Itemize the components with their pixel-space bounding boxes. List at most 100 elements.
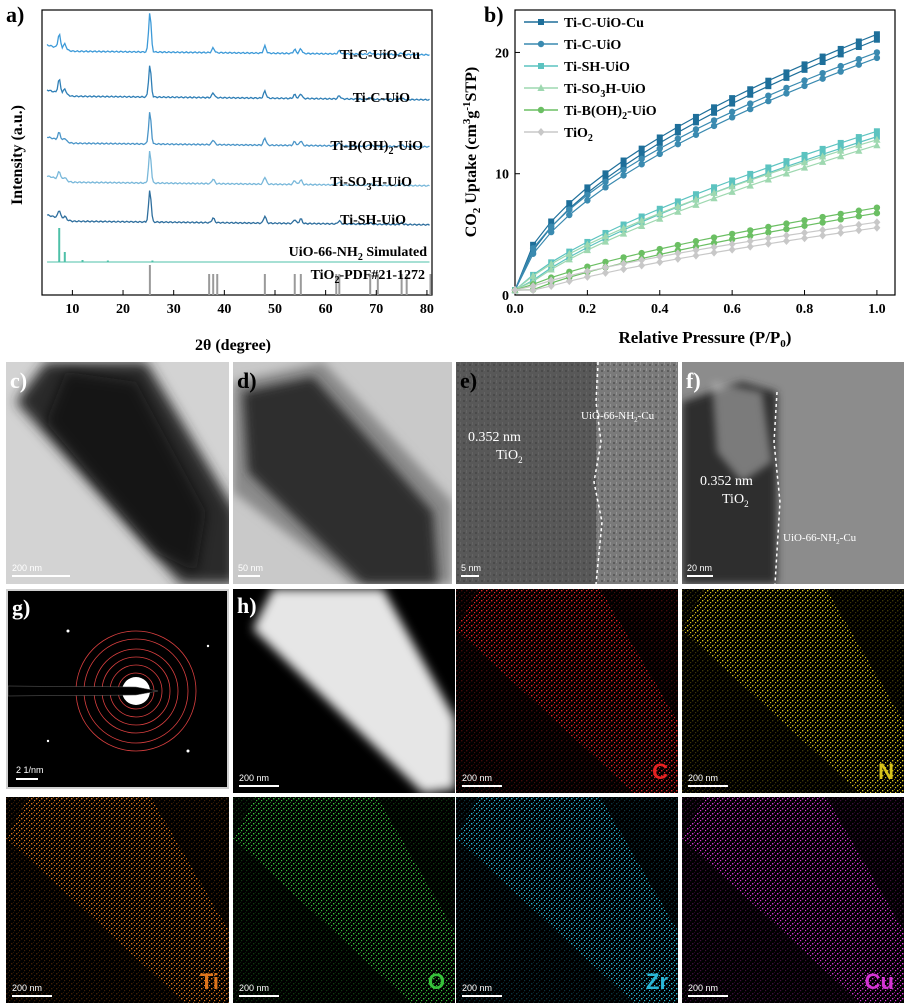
co2-point — [729, 177, 736, 184]
co2-point — [801, 151, 808, 158]
co2-point — [565, 277, 573, 286]
panel-label-d: d) — [237, 368, 257, 393]
co2-legend-label: Ti-SH-UiO — [564, 60, 630, 75]
eds-map-svg — [233, 797, 455, 1003]
co2-point — [837, 51, 844, 58]
e-region-label: UiO-66-NH2-Cu — [581, 410, 655, 425]
co2-point — [729, 100, 736, 107]
xrd-trace — [46, 13, 430, 57]
co2-point — [855, 61, 863, 68]
co2-point — [837, 45, 844, 52]
co2-point — [583, 272, 591, 281]
co2-point — [601, 232, 610, 240]
co2-point — [837, 139, 844, 146]
co2-point — [855, 226, 863, 235]
co2-point — [837, 228, 845, 237]
eds-scale-bar — [12, 995, 52, 997]
co2-point — [674, 254, 682, 263]
e-phase-label: TiO2 — [496, 448, 523, 465]
co2-point — [656, 209, 664, 217]
co2-point — [620, 166, 627, 174]
xrd-axes-frame — [41, 9, 433, 296]
co2-point — [602, 178, 609, 186]
co2-point — [765, 223, 772, 231]
eds-map-svg — [682, 589, 904, 793]
co2-point — [765, 164, 772, 171]
tem-e-image — [456, 362, 678, 584]
co2-point — [620, 254, 627, 261]
co2-point — [656, 214, 664, 222]
co2-point — [674, 202, 682, 210]
co2-point — [855, 207, 863, 214]
co2-point — [565, 271, 573, 280]
co2-point — [692, 126, 700, 133]
co2-point — [602, 258, 609, 266]
tem-c-image — [6, 362, 229, 584]
co2-point — [656, 258, 664, 267]
xrd-label-ti-so3h-uio: Ti-SO3H-UiO — [330, 175, 412, 193]
co2-point — [530, 241, 537, 248]
co2-point — [584, 263, 591, 270]
co2-point — [692, 191, 699, 198]
co2-point — [692, 119, 699, 126]
haadf-svg — [253, 589, 455, 793]
co2-ticks: 0.0 0.2 0.4 0.6 0.8 1.0 0 10 20 — [495, 46, 886, 317]
co2-x-tick-label: 1.0 — [868, 302, 886, 317]
co2-legend-label: TiO2 — [564, 126, 593, 144]
scale-bar-c — [12, 575, 70, 577]
co2-point — [801, 82, 808, 90]
co2-point — [710, 122, 718, 130]
co2-point — [764, 170, 772, 178]
co2-point — [656, 252, 664, 261]
co2-point — [819, 231, 827, 240]
co2-point — [873, 204, 881, 211]
eds-element-label: O — [427, 969, 445, 994]
co2-point — [656, 134, 663, 141]
co2-point — [584, 184, 591, 191]
co2-point — [873, 54, 881, 62]
co2-point — [638, 249, 645, 257]
co2-point — [547, 228, 555, 236]
eds-map-signal — [682, 589, 904, 793]
tem-f-image — [682, 362, 904, 584]
eds-element-label: C — [652, 759, 668, 784]
co2-point — [620, 265, 628, 274]
co2-point — [837, 216, 844, 223]
co2-point — [538, 63, 544, 69]
eds-map-zr: Zr 200 nm — [456, 797, 678, 1003]
xrd-x-tick-label: 40 — [217, 302, 231, 317]
co2-point — [747, 86, 754, 93]
co2-point — [873, 218, 881, 227]
co2-x-tick-label: 0.4 — [651, 302, 669, 317]
xrd-x-tick-label: 80 — [420, 302, 434, 317]
eds-element-label: Zr — [646, 969, 668, 994]
tem-panel-c: c) 200 nm — [6, 362, 229, 584]
eds-map-ti: Ti 200 nm — [6, 797, 229, 1003]
xrd-label-ti-c-uio-cu: Ti-C-UiO-Cu — [340, 48, 420, 63]
panel-label-f: f) — [686, 368, 701, 393]
co2-point — [674, 207, 682, 215]
co2-point — [782, 231, 790, 240]
co2-x-tick-label: 0.2 — [579, 302, 597, 317]
eds-element-label: Cu — [864, 969, 894, 994]
co2-point — [638, 155, 645, 163]
co2-point — [783, 69, 790, 76]
co2-point — [601, 268, 609, 277]
co2-point — [566, 200, 573, 207]
xrd-x-tick-label: 60 — [319, 302, 333, 317]
xrd-x-tick-label: 20 — [116, 302, 130, 317]
eds-scale-bar — [462, 995, 502, 997]
co2-point — [819, 75, 826, 82]
co2-point — [529, 245, 537, 252]
co2-x-tick-label: 0.8 — [796, 302, 814, 317]
co2-point — [819, 219, 826, 226]
co2-point — [819, 53, 826, 60]
co2-point — [747, 232, 754, 240]
co2-point — [764, 239, 772, 248]
co2-point — [529, 282, 537, 291]
co2-point — [566, 206, 573, 213]
co2-point — [620, 162, 627, 169]
eds-scale-text: 200 nm — [462, 773, 493, 783]
co2-point — [747, 100, 754, 107]
